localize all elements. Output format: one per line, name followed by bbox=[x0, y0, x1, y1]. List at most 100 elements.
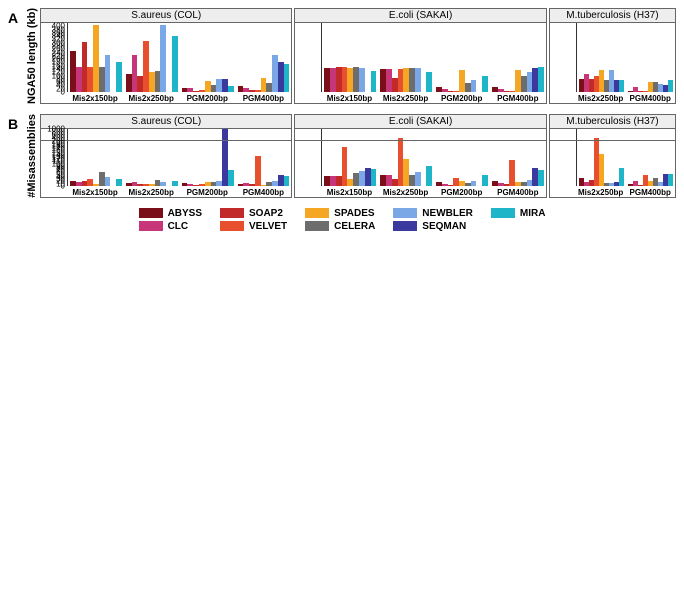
legend-swatch bbox=[491, 208, 515, 218]
bar-group bbox=[378, 141, 434, 185]
bar-MIRA bbox=[426, 166, 432, 186]
subpanel-mtb: M.tuberculosis (H37)Mis2x250bpPGM400bp bbox=[549, 8, 676, 104]
legend-swatch bbox=[305, 208, 329, 218]
panel-b-row: B #Misassemblies S.aureus (COL)400600800… bbox=[8, 114, 676, 198]
bar-group bbox=[434, 23, 490, 92]
legend-item-seqman: SEQMAN bbox=[393, 221, 473, 232]
figure: A NGA50 length (kb) S.aureus (COL)020406… bbox=[8, 8, 676, 232]
bar-group bbox=[322, 141, 378, 185]
bar-VELVET bbox=[398, 138, 404, 141]
bar-NEWBLER bbox=[359, 68, 365, 92]
legend-swatch bbox=[393, 221, 417, 231]
xlabel: Mis2x250bp bbox=[378, 92, 434, 103]
bar-MIRA bbox=[284, 64, 290, 92]
bar-MIRA bbox=[371, 169, 377, 186]
bar-MIRA bbox=[284, 176, 290, 185]
legend-item-soap2: SOAP2 bbox=[220, 208, 287, 219]
legend-label: SOAP2 bbox=[249, 208, 283, 219]
xlabel: PGM400bp bbox=[625, 92, 675, 103]
xlabel: PGM400bp bbox=[235, 186, 291, 197]
legend-label: CLC bbox=[168, 221, 189, 232]
bar-MIRA bbox=[538, 170, 544, 186]
bar-MIRA bbox=[482, 175, 488, 186]
bar-group bbox=[577, 141, 626, 185]
legend-label: CELERA bbox=[334, 221, 375, 232]
bar-MIRA bbox=[371, 71, 377, 92]
bar-group bbox=[68, 23, 124, 92]
bar-group bbox=[68, 141, 124, 185]
bar-NEWBLER bbox=[471, 80, 477, 92]
bar-MIRA bbox=[172, 181, 178, 185]
legend-swatch bbox=[393, 208, 417, 218]
bar-VELVET bbox=[594, 138, 599, 141]
subpanel-header: M.tuberculosis (H37) bbox=[550, 9, 675, 23]
xlabel: PGM400bp bbox=[235, 92, 291, 103]
panel-a-subpanels: S.aureus (COL)02040608010012014016018020… bbox=[40, 8, 676, 104]
bar-group bbox=[626, 141, 675, 185]
legend-swatch bbox=[305, 221, 329, 231]
bar-MIRA bbox=[228, 170, 234, 185]
panel-a-row: A NGA50 length (kb) S.aureus (COL)020406… bbox=[8, 8, 676, 104]
panel-a-label: A bbox=[8, 8, 26, 104]
bar-NEWBLER bbox=[415, 172, 421, 185]
legend-item-clc: CLC bbox=[139, 221, 202, 232]
bar-NEWBLER bbox=[471, 181, 477, 186]
bar-NEWBLER bbox=[105, 177, 111, 186]
legend-item-spades: SPADES bbox=[305, 208, 375, 219]
bar-group bbox=[322, 23, 378, 92]
subpanel-mtb: M.tuberculosis (H37)Mis2x250bpPGM400bp bbox=[549, 114, 676, 198]
xlabel: Mis2x150bp bbox=[321, 92, 377, 103]
xlabel: Mis2x250bp bbox=[378, 186, 434, 197]
bar-MIRA bbox=[116, 179, 122, 186]
bar-MIRA bbox=[668, 80, 673, 91]
bar-group bbox=[124, 141, 180, 185]
xlabel: PGM200bp bbox=[434, 186, 490, 197]
subpanel-header: S.aureus (COL) bbox=[41, 115, 291, 129]
legend-item-abyss: ABYSS bbox=[139, 208, 202, 219]
legend-swatch bbox=[220, 208, 244, 218]
bar-group bbox=[236, 141, 292, 185]
bar-group bbox=[577, 23, 626, 92]
xlabel: PGM200bp bbox=[179, 186, 235, 197]
xlabel: Mis2x250bp bbox=[576, 186, 626, 197]
bar-group bbox=[490, 141, 546, 185]
bar-NEWBLER bbox=[105, 55, 111, 92]
xlabel: Mis2x250bp bbox=[123, 186, 179, 197]
legend-item-newbler: NEWBLER bbox=[393, 208, 473, 219]
panel-a-ylabel: NGA50 length (kb) bbox=[26, 8, 40, 104]
bar-MIRA bbox=[668, 174, 673, 186]
subpanel-ecoli: E.coli (SAKAI) Mis2x150bpMis2x250bpPGM200… bbox=[294, 8, 546, 104]
xlabel: PGM400bp bbox=[490, 92, 546, 103]
legend-item-velvet: VELVET bbox=[220, 221, 287, 232]
subpanel-header: E.coli (SAKAI) bbox=[295, 9, 545, 23]
xlabel: Mis2x250bp bbox=[123, 92, 179, 103]
xlabel: PGM400bp bbox=[490, 186, 546, 197]
bar-NEWBLER bbox=[415, 68, 421, 92]
legend-item-celera: CELERA bbox=[305, 221, 375, 232]
bar-NEWBLER bbox=[160, 25, 166, 92]
legend-label: MIRA bbox=[520, 208, 546, 219]
bar-group bbox=[434, 141, 490, 185]
legend-swatch bbox=[139, 208, 163, 218]
xlabel: Mis2x150bp bbox=[67, 186, 123, 197]
bar-group bbox=[236, 23, 292, 92]
bar-MIRA bbox=[228, 86, 234, 92]
legend: ABYSS CLC SOAP2 VELVET SPADES CELERA NEWBLER SE… bbox=[8, 208, 676, 232]
bar-group bbox=[180, 141, 236, 185]
legend-swatch bbox=[220, 221, 244, 231]
subpanel-header: M.tuberculosis (H37) bbox=[550, 115, 675, 129]
bar-NEWBLER bbox=[160, 182, 166, 186]
bar-MIRA bbox=[172, 36, 178, 92]
bar-VELVET bbox=[255, 156, 261, 186]
legend-label: SEQMAN bbox=[422, 221, 466, 232]
xlabel: PGM200bp bbox=[434, 92, 490, 103]
legend-label: SPADES bbox=[334, 208, 374, 219]
bar-MIRA bbox=[538, 67, 544, 92]
bar-group bbox=[180, 23, 236, 92]
bar-group bbox=[378, 23, 434, 92]
bar-group bbox=[626, 23, 675, 92]
xlabel: Mis2x150bp bbox=[67, 92, 123, 103]
legend-item-mira: MIRA bbox=[491, 208, 546, 219]
bar-SPADES bbox=[599, 154, 604, 186]
xlabel: Mis2x150bp bbox=[321, 186, 377, 197]
